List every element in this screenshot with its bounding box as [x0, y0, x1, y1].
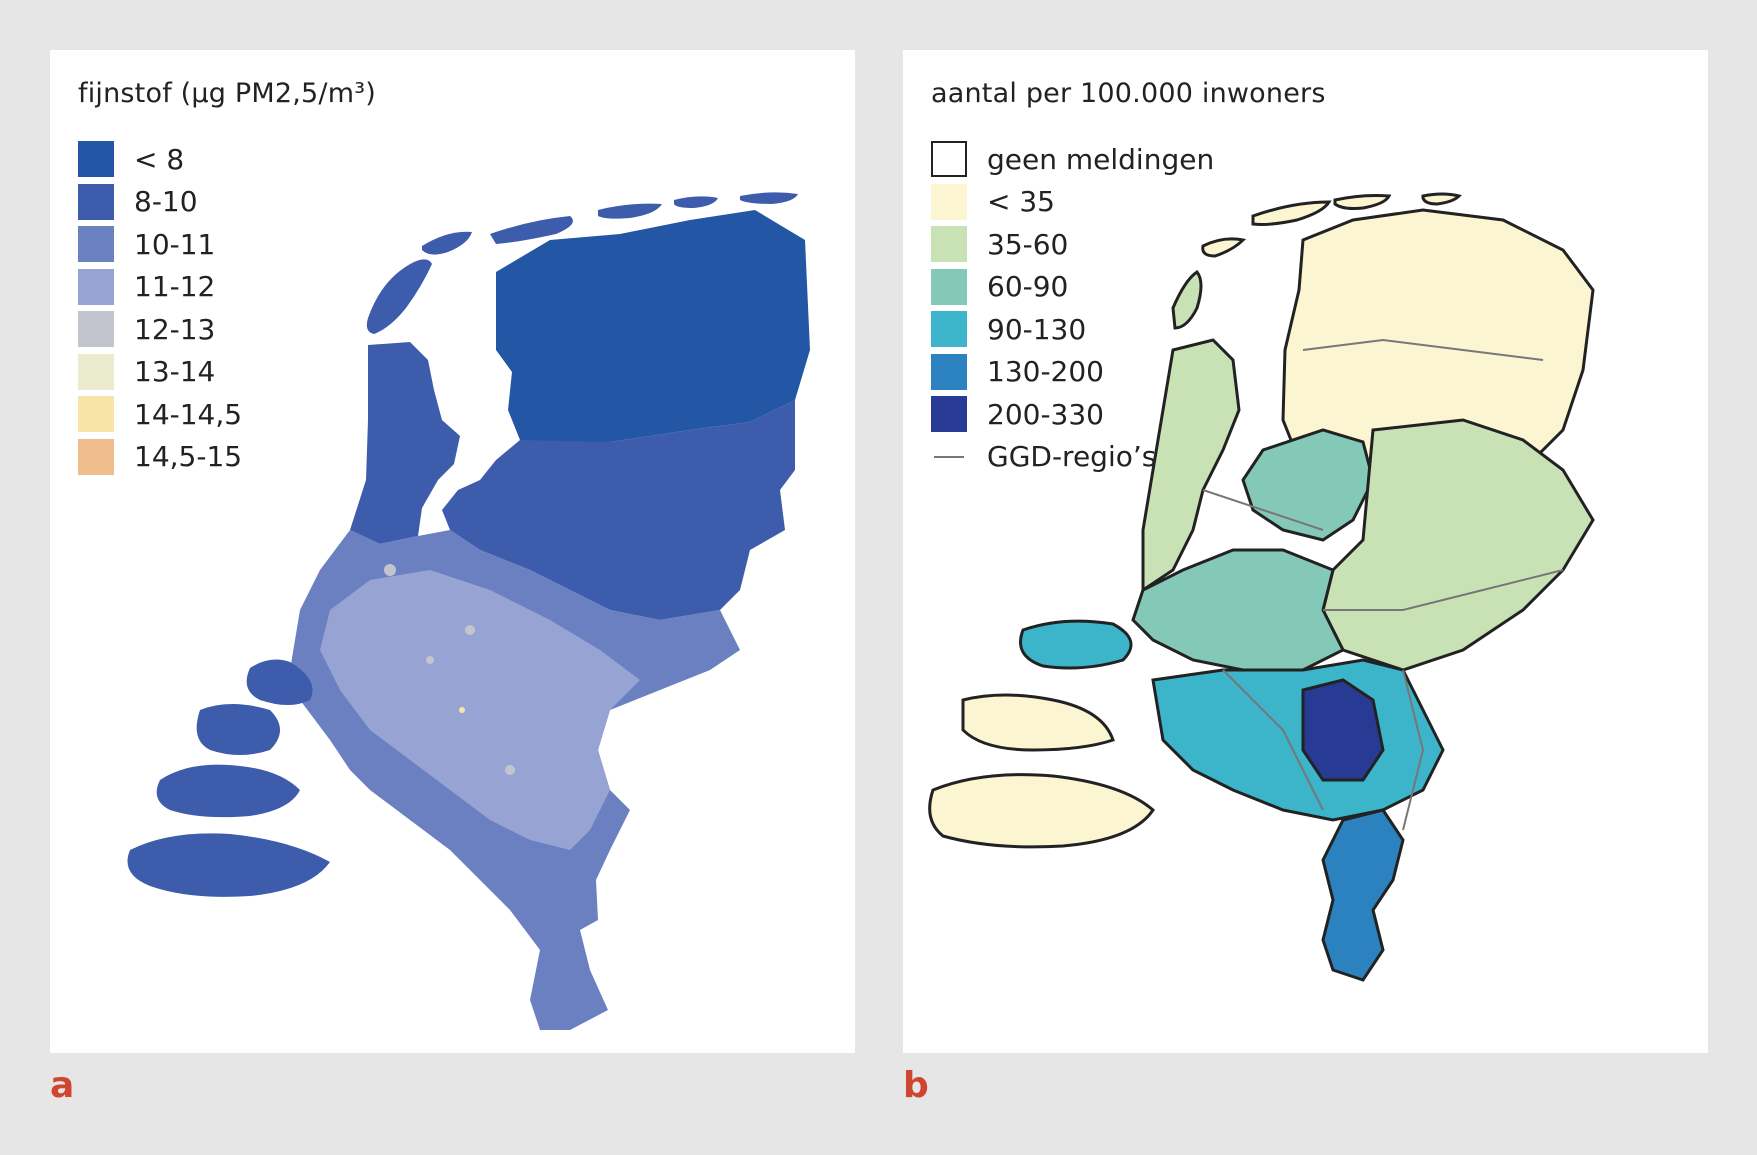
island-vlieland	[1201, 237, 1247, 258]
b-legend-label: < 35	[987, 185, 1055, 219]
region-east	[442, 400, 795, 620]
b-legend-swatch	[931, 141, 967, 178]
island-schiermonnikoog	[1421, 192, 1462, 206]
a-legend-label: < 8	[134, 142, 185, 176]
a-legend-label: 13-14	[134, 355, 216, 389]
a-legend-row: 10-11	[78, 223, 242, 266]
island-terschelling	[1251, 200, 1332, 226]
region-inner	[320, 570, 640, 850]
b-legend-row: < 35	[931, 181, 1214, 224]
legend-a: < 8 8-10 10-11 11-12 12-13 13-14 14-14,5 14,5-1…	[78, 138, 242, 478]
b-legend-swatch	[931, 396, 967, 433]
legend-title-b: aantal per 100.000 inwoners	[931, 78, 1326, 109]
region-zeeland	[127, 659, 330, 897]
b-legend-swatch	[931, 268, 967, 305]
island-texel	[1171, 269, 1203, 330]
region-brabant	[1151, 658, 1445, 822]
urban-hotspots	[384, 564, 515, 775]
panel-letter-a: a	[50, 1065, 75, 1106]
a-legend-label: 14-14,5	[134, 397, 243, 431]
region-north-east	[496, 210, 810, 454]
b-legend-swatch	[931, 183, 967, 220]
b-legend-swatch	[934, 455, 964, 458]
a-legend-swatch	[78, 268, 114, 305]
region-west-centre	[1131, 548, 1346, 672]
a-legend-row: < 8	[78, 138, 242, 181]
netherlands-map-b	[928, 192, 1595, 982]
a-legend-swatch	[78, 311, 114, 348]
wadden-islands	[366, 192, 798, 334]
b-legend-row: 200-330	[931, 393, 1214, 436]
b-legend-swatch	[931, 311, 967, 348]
b-legend-swatch	[931, 226, 967, 263]
a-legend-swatch	[78, 396, 114, 433]
a-legend-label: 11-12	[134, 270, 216, 304]
a-legend-label: 12-13	[134, 312, 216, 346]
netherlands-map-a	[127, 192, 810, 1030]
b-legend-row: 130-200	[931, 351, 1214, 394]
a-legend-label: 10-11	[134, 227, 216, 261]
ggd-regions	[1202, 338, 1564, 831]
b-legend-label: geen meldingen	[987, 142, 1215, 176]
b-legend-row: 60-90	[931, 266, 1214, 309]
region-hotspot	[1301, 678, 1385, 782]
b-legend-row: 35-60	[931, 223, 1214, 266]
a-legend-row: 14,5-15	[78, 436, 242, 479]
a-legend-swatch	[78, 353, 114, 390]
panel-a-fijnstof-map: fijnstof (µg PM2,5/m³) < 8 8-10 10-11 11-12…	[50, 50, 855, 1053]
a-legend-row: 12-13	[78, 308, 242, 351]
b-legend-label: 60-90	[987, 270, 1069, 304]
region-schouwen	[1019, 619, 1133, 670]
a-legend-row: 14-14,5	[78, 393, 242, 436]
a-legend-label: 14,5-15	[134, 440, 243, 474]
a-legend-row: 13-14	[78, 351, 242, 394]
a-legend-swatch	[78, 141, 114, 178]
hotspot-high	[459, 707, 465, 713]
region-noord-holland	[350, 342, 460, 544]
legend-title-a: fijnstof (µg PM2,5/m³)	[78, 78, 376, 109]
b-legend-label: 35-60	[987, 227, 1069, 261]
a-legend-row: 8-10	[78, 181, 242, 224]
region-limburg	[1321, 808, 1405, 982]
a-legend-swatch	[78, 438, 114, 475]
b-legend-label: 130-200	[987, 355, 1104, 389]
a-legend-swatch	[78, 183, 114, 220]
panel-letter-b: b	[903, 1065, 929, 1106]
b-legend-label: GGD-regio’s	[987, 440, 1157, 474]
region-zeeland-south	[928, 773, 1155, 849]
region-zeeland-north	[961, 693, 1115, 752]
region-noord-holland	[1141, 338, 1241, 593]
a-legend-row: 11-12	[78, 266, 242, 309]
island-ameland	[1333, 194, 1392, 210]
b-legend-label: 90-130	[987, 312, 1087, 346]
b-legend-label: 200-330	[987, 397, 1104, 431]
b-legend-row: GGD-regio’s	[931, 436, 1214, 479]
region-flevoland	[1241, 428, 1375, 542]
panel-b-meldingen-map: aantal per 100.000 inwoners geen melding…	[903, 50, 1708, 1053]
legend-b: geen meldingen < 35 35-60 60-90 90-130 130-20…	[931, 138, 1214, 478]
b-legend-row: geen meldingen	[931, 138, 1214, 181]
b-legend-swatch	[931, 353, 967, 390]
a-legend-label: 8-10	[134, 185, 198, 219]
a-legend-swatch	[78, 226, 114, 263]
b-legend-row: 90-130	[931, 308, 1214, 351]
